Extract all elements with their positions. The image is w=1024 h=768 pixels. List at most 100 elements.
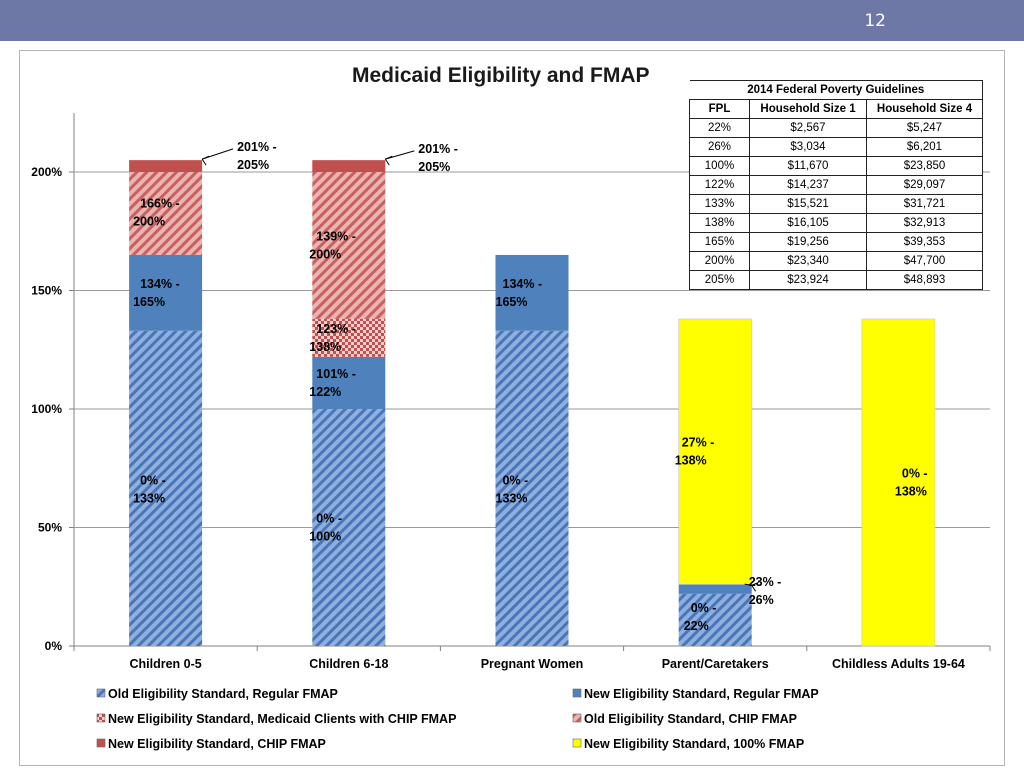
bar-segment <box>861 318 936 647</box>
annotation-line1: 134% - <box>503 277 543 291</box>
legend-swatch <box>96 688 106 698</box>
fpl-table-header: FPL Household Size 1 Household Size 4 <box>689 99 983 119</box>
x-category-label: Pregnant Women <box>481 657 584 671</box>
bar-segment <box>129 172 203 255</box>
fpl-table-row: 138% $16,105 $32,913 <box>689 213 983 233</box>
annotation-line2: 200% <box>309 247 341 261</box>
y-tick-label: 100% <box>31 402 62 416</box>
annotation-line1: 123% - <box>316 322 356 336</box>
fpl-cell-percent: 165% <box>689 232 750 252</box>
annotation-line1: 27% - <box>682 436 715 450</box>
annotation-line2: 165% <box>133 295 165 309</box>
y-tick-label: 200% <box>31 165 62 179</box>
annotation-line2: 138% <box>675 454 707 468</box>
fpl-cell-size1: $3,034 <box>749 137 867 157</box>
bar-segment <box>312 160 386 172</box>
fpl-cell-size4: $47,700 <box>866 251 983 271</box>
annotation-line2: 205% <box>418 160 450 174</box>
annotation-line2: 200% <box>133 214 165 228</box>
fpl-table-row: 122% $14,237 $29,097 <box>689 175 983 195</box>
legend-swatch <box>96 713 106 723</box>
fpl-header-fpl: FPL <box>689 99 750 119</box>
bar-segment <box>129 160 203 172</box>
annotation-line1: 201% - <box>418 142 458 156</box>
annotation-arrowhead <box>751 581 759 592</box>
annotation-line2: 133% <box>496 492 528 506</box>
annotation-line1: 201% - <box>237 140 277 154</box>
fpl-cell-size4: $31,721 <box>866 194 983 214</box>
bar-segment <box>678 584 752 594</box>
legend-label: New Eligibility Standard, 100% FMAP <box>584 737 804 751</box>
x-category-label: Children 0-5 <box>129 657 201 671</box>
fpl-cell-percent: 200% <box>689 251 750 271</box>
x-category-label: Childless Adults 19-64 <box>832 657 965 671</box>
annotation-line2: 100% <box>309 530 341 544</box>
annotation-line1: 0% - <box>316 512 342 526</box>
fpl-table-title-row: 2014 Federal Poverty Guidelines <box>689 80 983 100</box>
fpl-table-row: 133% $15,521 $31,721 <box>689 194 983 214</box>
bar-segment <box>312 318 386 357</box>
fpl-cell-percent: 138% <box>689 213 750 233</box>
fpl-table-row: 22% $2,567 $5,247 <box>689 118 983 138</box>
fpl-cell-size4: $23,850 <box>866 156 983 176</box>
legend-swatch <box>572 713 582 723</box>
fpl-cell-size4: $32,913 <box>866 213 983 233</box>
annotation-line2: 26% <box>749 593 774 607</box>
fpl-cell-size4: $6,201 <box>866 137 983 157</box>
legend-label: New Eligibility Standard, Medicaid Clien… <box>108 712 456 726</box>
fpl-table-row: 26% $3,034 $6,201 <box>689 137 983 157</box>
x-category-label: Children 6-18 <box>309 657 388 671</box>
annotation-line1: 134% - <box>140 277 180 291</box>
fpl-cell-size1: $14,237 <box>749 175 867 195</box>
fpl-header-size1: Household Size 1 <box>749 99 867 119</box>
fpl-cell-size4: $5,247 <box>866 118 983 138</box>
header-bar: 12 <box>0 0 1024 41</box>
annotation-line1: 166% - <box>140 196 180 210</box>
legend-label: New Eligibility Standard, CHIP FMAP <box>108 737 326 751</box>
annotation-leader <box>744 583 752 586</box>
legend-swatch <box>572 688 582 698</box>
fpl-table: 2014 Federal Poverty Guidelines FPL Hous… <box>689 80 983 290</box>
annotation-line1: 0% - <box>140 474 166 488</box>
fpl-cell-percent: 205% <box>689 270 750 290</box>
annotation-line2: 122% <box>309 385 341 399</box>
fpl-table-row: 205% $23,924 $48,893 <box>689 270 983 290</box>
fpl-cell-size1: $23,340 <box>749 251 867 271</box>
fpl-cell-percent: 100% <box>689 156 750 176</box>
bar-segment <box>312 356 386 409</box>
fpl-cell-size4: $29,097 <box>866 175 983 195</box>
y-tick-label: 150% <box>31 284 62 298</box>
annotation-line1: 23% - <box>749 575 782 589</box>
fpl-cell-percent: 26% <box>689 137 750 157</box>
bar-segment <box>312 409 386 646</box>
annotation-line1: 139% - <box>316 229 356 243</box>
fpl-cell-percent: 122% <box>689 175 750 195</box>
bar-segment <box>678 593 752 646</box>
slide-frame <box>19 50 1005 766</box>
fpl-table-row: 200% $23,340 $47,700 <box>689 251 983 271</box>
y-tick-label: 0% <box>45 639 63 653</box>
bar-segment <box>678 318 753 585</box>
annotation-leader <box>385 150 415 160</box>
annotation-line2: 205% <box>237 158 269 172</box>
annotation-line1: 0% - <box>902 466 928 480</box>
annotation-arrowhead <box>201 155 210 166</box>
annotation-line1: 0% - <box>503 474 529 488</box>
bar-segment <box>312 172 386 319</box>
bar-segment <box>495 254 569 331</box>
annotation-line2: 22% <box>684 619 709 633</box>
bar-segment <box>129 330 203 646</box>
legend-swatch <box>96 738 106 748</box>
fpl-cell-percent: 22% <box>689 118 750 138</box>
bar-segment <box>129 254 203 331</box>
legend-swatch <box>572 738 582 748</box>
annotation-line2: 165% <box>496 295 528 309</box>
fpl-table-title: 2014 Federal Poverty Guidelines <box>689 80 983 100</box>
slide-number: 12 <box>864 11 886 31</box>
annotation-line2: 138% <box>309 340 341 354</box>
fpl-cell-size1: $16,105 <box>749 213 867 233</box>
fpl-cell-percent: 133% <box>689 194 750 214</box>
y-tick-label: 50% <box>38 521 62 535</box>
fpl-cell-size4: $39,353 <box>866 232 983 252</box>
